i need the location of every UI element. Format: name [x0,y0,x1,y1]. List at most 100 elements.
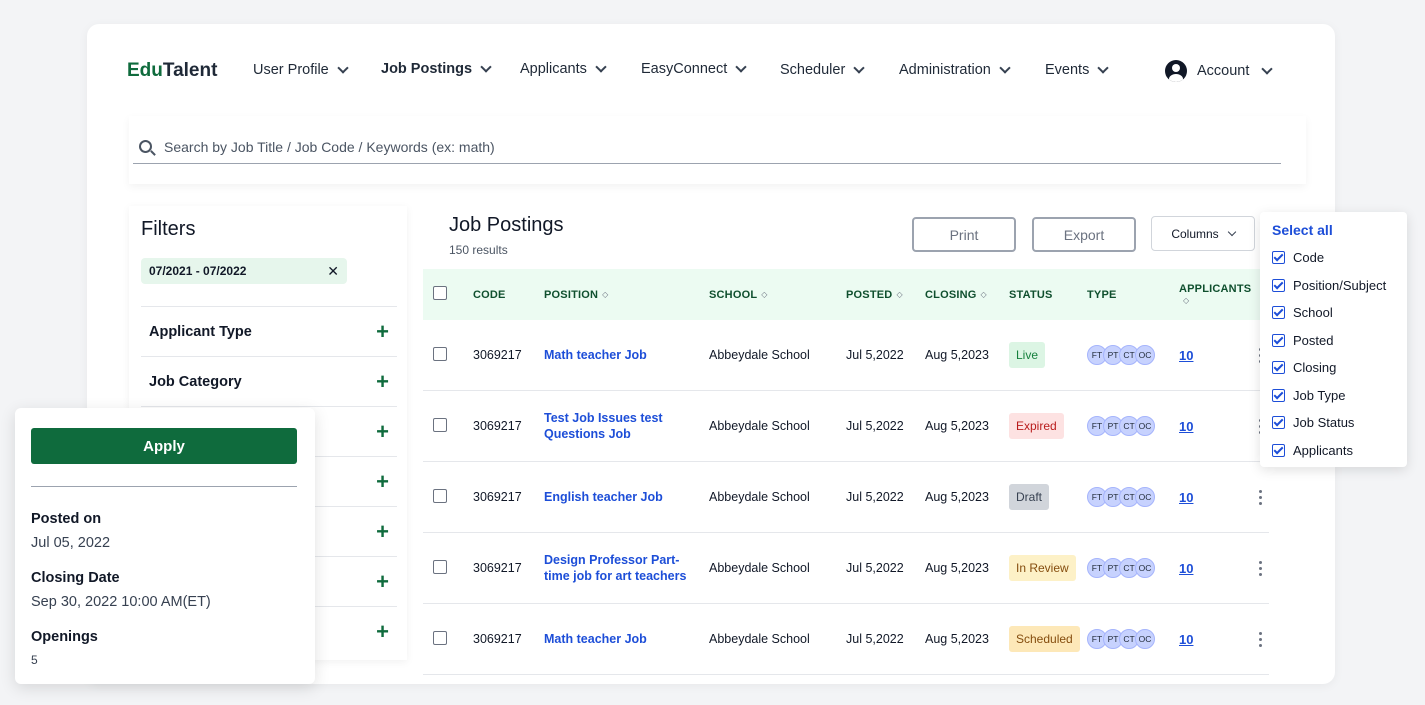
checkbox-checked-icon[interactable] [1272,251,1285,265]
sort-icon: ◇ [1183,296,1190,306]
table-row: 3069217 Math teacher Job Abbeydale Schoo… [423,320,1269,391]
applicants-link[interactable]: 10 [1179,347,1194,363]
position-link[interactable]: Design Professor Part-time job for art t… [544,553,687,583]
nav-administration[interactable]: Administration [899,62,1011,78]
checkbox-checked-icon[interactable] [1272,278,1285,292]
row-checkbox[interactable] [433,488,447,503]
more-options-icon[interactable] [1251,489,1269,505]
more-options-icon[interactable] [1251,631,1269,647]
plus-icon[interactable]: + [376,518,389,544]
sort-icon: ◇ [602,290,609,300]
plus-icon[interactable]: + [376,568,389,594]
select-all-link[interactable]: Select all [1272,222,1333,238]
header-label: SCHOOL [709,288,758,301]
header-posted[interactable]: POSTED ◇ [846,289,925,301]
row-checkbox[interactable] [433,346,447,361]
row-checkbox[interactable] [433,417,447,432]
cell-school: Abbeydale School [709,348,810,362]
column-option[interactable]: Posted [1272,327,1395,355]
select-all-checkbox[interactable] [433,286,447,300]
nav-label: Applicants [520,61,587,77]
brand-logo[interactable]: EduTalent [127,60,217,82]
type-badge: OC [1135,629,1155,649]
brand-part2: Talent [162,60,218,81]
search-input[interactable] [164,138,1064,155]
header-position[interactable]: POSITION ◇ [544,289,709,301]
header-school[interactable]: SCHOOL ◇ [709,289,846,301]
plus-icon[interactable]: + [376,418,389,444]
type-badge: OC [1135,345,1155,365]
applicants-link[interactable]: 10 [1179,489,1194,505]
column-option[interactable]: Applicants [1272,437,1395,465]
nav-label: Administration [899,62,991,78]
applicants-link[interactable]: 10 [1179,418,1194,434]
nav-easyconnect[interactable]: EasyConnect [641,61,747,77]
applicants-link[interactable]: 10 [1179,560,1194,576]
plus-icon[interactable]: + [376,618,389,644]
plus-icon[interactable]: + [376,368,389,394]
position-link[interactable]: English teacher Job [544,490,663,504]
nav-job-postings[interactable]: Job Postings [381,61,492,77]
header-cell [423,286,473,303]
chevron-down-icon [337,62,349,74]
nav-account[interactable]: Account [1165,60,1274,82]
cell-posted: Jul 5,2022 [846,348,904,362]
more-options-icon[interactable] [1251,560,1269,576]
column-option[interactable]: School [1272,299,1395,327]
header-applicants[interactable]: APPLICANTS◇ [1179,283,1251,307]
row-checkbox[interactable] [433,630,447,645]
position-link[interactable]: Math teacher Job [544,632,647,646]
column-option-label: Posted [1293,332,1334,348]
nav-scheduler[interactable]: Scheduler [780,62,865,78]
columns-label: Columns [1171,226,1219,241]
type-badges: FT PT CT OC [1087,558,1179,578]
cell-posted: Jul 5,2022 [846,561,904,575]
column-option[interactable]: Job Status [1272,409,1395,437]
column-option[interactable]: Closing [1272,354,1395,382]
export-button[interactable]: Export [1032,217,1136,252]
checkbox-checked-icon[interactable] [1272,333,1285,347]
openings-label: Openings [31,629,98,645]
header-code: CODE [473,288,506,301]
column-option[interactable]: Position/Subject [1272,272,1395,300]
plus-icon[interactable]: + [376,468,389,494]
filter-group[interactable]: + [141,406,397,456]
header-closing[interactable]: CLOSING ◇ [925,289,1009,301]
nav-user-profile[interactable]: User Profile [253,62,349,78]
cell-code: 3069217 [473,348,522,362]
close-icon[interactable]: ✕ [327,262,339,279]
status-badge: Draft [1009,484,1050,510]
filter-group-applicant-type[interactable]: Applicant Type + [141,306,397,356]
filters-title: Filters [141,218,196,240]
checkbox-checked-icon[interactable] [1272,388,1285,402]
type-badges: FT PT CT OC [1087,345,1179,365]
page-title: Job Postings [449,214,564,236]
nav-applicants[interactable]: Applicants [520,61,607,77]
applicants-link[interactable]: 10 [1179,631,1194,647]
chevron-down-icon [853,62,865,74]
row-checkbox[interactable] [433,559,447,574]
cell-code: 3069217 [473,419,522,433]
checkbox-checked-icon[interactable] [1272,416,1285,430]
position-link[interactable]: Test Job Issues test Questions Job [544,411,663,441]
checkbox-checked-icon[interactable] [1272,306,1285,320]
column-option-label: Job Status [1293,415,1355,431]
nav-events[interactable]: Events [1045,62,1110,78]
cell-closing: Aug 5,2023 [925,490,989,504]
print-button[interactable]: Print [912,217,1016,252]
checkbox-checked-icon[interactable] [1272,361,1285,375]
cell-code: 3069217 [473,490,522,504]
cell-posted: Jul 5,2022 [846,419,904,433]
position-link[interactable]: Math teacher Job [544,348,647,362]
plus-icon[interactable]: + [376,318,389,344]
column-option[interactable]: Code [1272,244,1395,272]
apply-button[interactable]: Apply [31,428,297,464]
filter-group-label: Job Category [149,373,242,390]
cell-school: Abbeydale School [709,632,810,646]
columns-button[interactable]: Columns [1151,216,1255,251]
column-option[interactable]: Job Type [1272,382,1395,410]
type-badges: FT PT CT OC [1087,629,1179,649]
filter-group-job-category[interactable]: Job Category + [141,356,397,406]
cell-school: Abbeydale School [709,561,810,575]
checkbox-checked-icon[interactable] [1272,443,1285,457]
